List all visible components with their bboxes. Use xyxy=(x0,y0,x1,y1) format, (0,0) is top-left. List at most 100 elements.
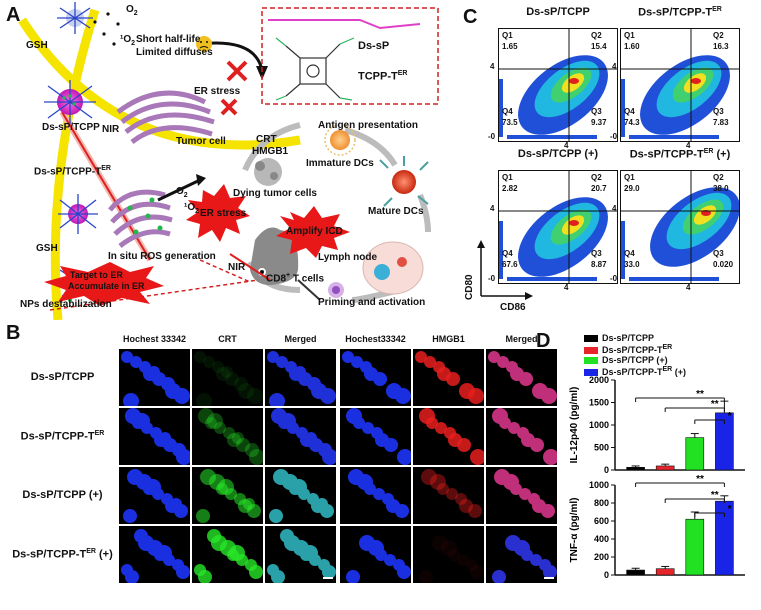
cell xyxy=(373,488,385,500)
quadrant-value: 9.37 xyxy=(591,118,607,127)
cell xyxy=(492,408,508,424)
density-map xyxy=(621,29,739,141)
flow-plot-title: Ds-sP/TCPP xyxy=(526,6,590,18)
micro-tile xyxy=(119,526,190,583)
cell xyxy=(276,356,288,368)
micro-tile xyxy=(192,467,263,524)
micro-tile xyxy=(265,349,336,406)
flow-plot: Q1 1.65 Q2 15.4 Q3 9.37 Q4 73.5 xyxy=(498,28,618,142)
cell xyxy=(506,361,518,373)
quadrant-label: Q1 xyxy=(624,173,635,182)
cell xyxy=(148,366,160,378)
cell xyxy=(503,474,519,490)
y-tick-label: 200 xyxy=(594,552,609,562)
ds-sp-tcpp-label: Ds-sP/TCPP xyxy=(42,122,100,133)
nir-label-2: NIR xyxy=(228,262,246,273)
micro-tile xyxy=(265,408,336,465)
nanoparticle-ds-sp-tcpp xyxy=(44,80,96,124)
cell xyxy=(393,559,405,571)
quadrant-value: 29.0 xyxy=(624,184,640,193)
quadrant-value: 74.3 xyxy=(624,118,640,127)
cell xyxy=(172,443,186,457)
cell xyxy=(441,540,457,556)
dying-tumor-cell xyxy=(254,158,282,186)
panel-c-label: C xyxy=(463,6,478,28)
flow-tick-y: 4 xyxy=(612,62,617,71)
micro-tile xyxy=(486,408,557,465)
legend-item: Ds-sP/TCPP-TER xyxy=(584,344,672,355)
cell xyxy=(170,498,182,510)
flow-tick-x: 4 xyxy=(564,141,569,150)
density-map xyxy=(499,29,617,141)
er-organelle-bottom xyxy=(108,189,173,248)
singlet-o2-label-bottom: ¹O2 xyxy=(184,202,200,215)
cell xyxy=(430,474,446,490)
y-tick-label: 0 xyxy=(604,465,609,475)
cell xyxy=(221,366,233,378)
cell xyxy=(194,351,206,363)
axis-events-left xyxy=(499,221,503,279)
quadrant-value: 8.87 xyxy=(591,260,607,269)
y-tick-label: 800 xyxy=(594,498,609,508)
tumor-cell-label: Tumor cell xyxy=(176,136,226,147)
micro-tile-image xyxy=(121,351,190,406)
quadrant-label: Q2 xyxy=(713,31,724,40)
density-map xyxy=(499,171,617,283)
cell xyxy=(269,509,283,523)
cell xyxy=(382,493,394,505)
cell xyxy=(234,493,246,505)
cell xyxy=(492,570,506,583)
bar xyxy=(685,518,705,576)
cell xyxy=(130,356,142,368)
cell xyxy=(236,438,250,452)
bar xyxy=(655,465,675,471)
flow-tick-low: -0 xyxy=(610,132,618,141)
cell xyxy=(280,413,296,429)
significance-label: ** xyxy=(696,389,704,400)
legend-swatch xyxy=(584,335,598,343)
quadrant-label: Q1 xyxy=(502,173,513,182)
legend-item: Ds-sP/TCPP-TER (+) xyxy=(584,366,686,377)
bar xyxy=(626,569,645,576)
limited-diffuses-label: Limited diffuses xyxy=(136,47,213,58)
cell xyxy=(357,474,373,490)
cell xyxy=(285,361,297,373)
target-er-burst xyxy=(44,262,164,306)
density-peak xyxy=(691,78,701,84)
micro-tile-image xyxy=(421,469,482,518)
micro-tile xyxy=(340,408,411,465)
y-tick-label: 1000 xyxy=(589,480,609,490)
cell xyxy=(528,493,540,505)
cell xyxy=(227,433,241,447)
flow-tick-low: -0 xyxy=(488,132,496,141)
target-er-label: Target to ER xyxy=(70,270,123,280)
y-tick-label: 0 xyxy=(604,570,609,580)
micro-tile-image xyxy=(419,408,484,465)
cell xyxy=(121,564,133,576)
cell xyxy=(519,372,533,386)
o2-dots xyxy=(93,12,120,46)
micro-tile-image xyxy=(348,469,409,518)
scale-bar xyxy=(323,577,333,579)
cell xyxy=(267,351,279,363)
axis-events-bottom xyxy=(507,277,597,281)
structure-box xyxy=(261,7,439,105)
y-tick-label: 1500 xyxy=(589,398,609,408)
dying-tumor-cells-label: Dying tumor cells xyxy=(233,188,317,199)
o2-label: O2 xyxy=(126,4,138,17)
flow-plot-title: Ds-sP/TCPP (+) xyxy=(517,148,599,160)
micro-tile-image xyxy=(125,408,190,465)
panel-b-label: B xyxy=(6,322,21,344)
cell xyxy=(243,498,255,510)
cell xyxy=(269,393,285,406)
micro-tile-image xyxy=(419,535,484,583)
quadrant-value: 2.82 xyxy=(502,184,518,193)
block-marks xyxy=(220,60,248,116)
cell xyxy=(296,427,308,439)
y-axis-label: TNF-α (pg/ml) xyxy=(569,497,580,562)
er-stress-label: ER stress xyxy=(194,86,241,97)
lymph-node-label: Lymph node xyxy=(318,252,378,263)
y-tick-label: 400 xyxy=(594,534,609,544)
cell xyxy=(421,469,437,485)
